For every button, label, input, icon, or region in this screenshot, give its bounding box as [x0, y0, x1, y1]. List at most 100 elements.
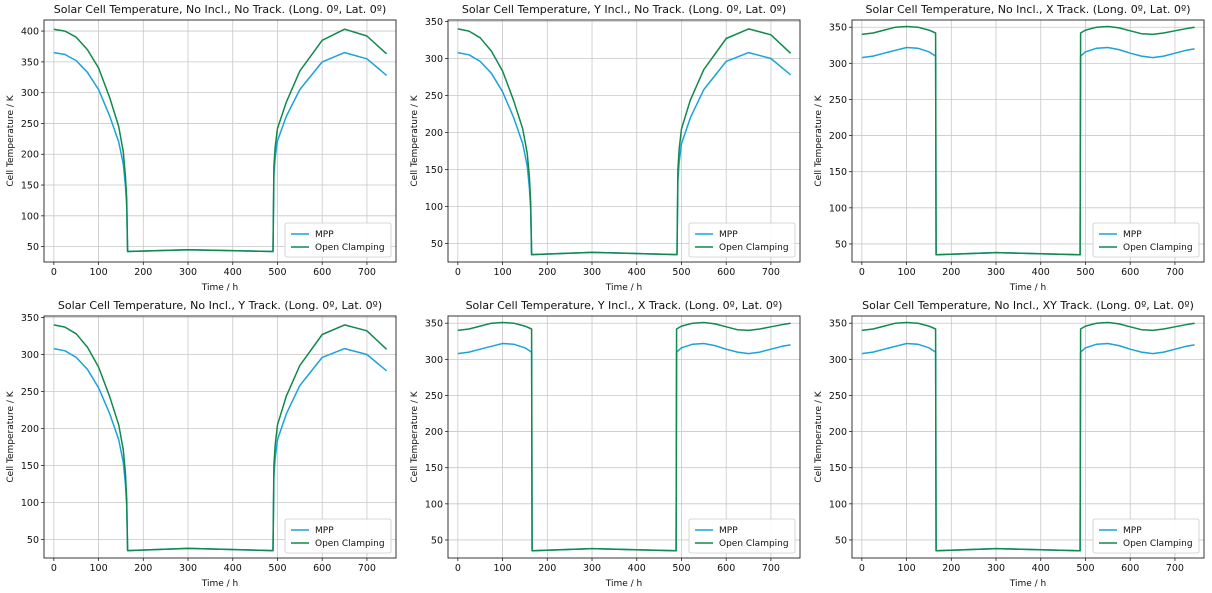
- y-tick-label: 250: [21, 119, 39, 130]
- x-tick-label: 500: [672, 563, 690, 574]
- x-tick-label: 0: [51, 267, 57, 278]
- y-tick-label: 100: [425, 499, 443, 510]
- legend-box: [688, 518, 796, 554]
- y-tick-label: 50: [835, 239, 847, 250]
- y-tick-label: 150: [21, 461, 39, 472]
- legend-box: [284, 518, 392, 554]
- y-tick-label: 200: [829, 131, 847, 142]
- x-tick-label: 600: [1121, 563, 1139, 574]
- x-tick-label: 200: [538, 267, 556, 278]
- chart-title: Solar Cell Temperature, No Incl., X Trac…: [865, 3, 1190, 16]
- series-line-open_clamping: [861, 25, 1195, 256]
- y-tick-label: 300: [829, 59, 847, 70]
- x-tick-label: 300: [583, 267, 601, 278]
- x-tick-label: 400: [628, 267, 646, 278]
- x-tick-label: 400: [224, 267, 242, 278]
- chart-svg: Solar Cell Temperature, No Incl., XY Tra…: [814, 299, 1205, 589]
- y-axis-label: Cell Temperature / K: [410, 94, 420, 186]
- axes-frame: [43, 19, 397, 263]
- y-tick-label: 50: [431, 535, 443, 546]
- y-tick-label: 150: [21, 181, 39, 192]
- y-axis-label: Cell Temperature / K: [814, 94, 824, 186]
- x-tick-label: 300: [583, 563, 601, 574]
- y-tick-label: 350: [425, 319, 443, 330]
- x-tick-label: 300: [987, 267, 1005, 278]
- y-tick-label: 300: [829, 355, 847, 366]
- chart-panel: Solar Cell Temperature, No Incl., X Trac…: [808, 0, 1212, 296]
- x-tick-label: 700: [762, 267, 780, 278]
- y-tick-label: 50: [27, 242, 39, 253]
- y-tick-label: 300: [21, 88, 39, 99]
- legend-label: Open Clamping: [719, 243, 789, 253]
- legend: MPP Open Clamping: [1092, 518, 1200, 554]
- y-tick-label: 350: [829, 319, 847, 330]
- x-tick-label: 700: [1166, 563, 1184, 574]
- x-axis-label: Time / h: [605, 283, 642, 293]
- x-tick-label: 500: [268, 563, 286, 574]
- x-tick-label: 400: [1032, 563, 1050, 574]
- y-axis-label: Cell Temperature / K: [410, 390, 420, 482]
- chart-panel: Solar Cell Temperature, Y Incl., X Track…: [404, 296, 808, 592]
- axes-frame: [447, 315, 801, 559]
- x-axis-label: Time / h: [201, 579, 238, 589]
- x-tick-label: 500: [1076, 563, 1094, 574]
- y-tick-label: 150: [829, 167, 847, 178]
- y-tick-label: 300: [425, 54, 443, 65]
- x-tick-label: 400: [224, 563, 242, 574]
- series-line-open_clamping: [53, 324, 388, 552]
- x-tick-label: 600: [717, 563, 735, 574]
- x-tick-label: 0: [859, 267, 865, 278]
- x-axis-label: Time / h: [605, 579, 642, 589]
- y-tick-label: 200: [829, 427, 847, 438]
- legend-label: Open Clamping: [1123, 539, 1193, 549]
- x-tick-label: 500: [672, 267, 690, 278]
- y-tick-label: 100: [21, 211, 39, 222]
- y-tick-label: 400: [21, 27, 39, 38]
- legend-label: MPP: [315, 230, 334, 240]
- x-tick-label: 100: [897, 563, 915, 574]
- y-tick-label: 100: [829, 203, 847, 214]
- chart-title: Solar Cell Temperature, No Incl., Y Trac…: [58, 299, 382, 312]
- x-axis-label: Time / h: [1009, 579, 1046, 589]
- x-tick-label: 0: [455, 267, 461, 278]
- y-tick-label: 200: [21, 150, 39, 161]
- y-tick-label: 150: [425, 165, 443, 176]
- x-tick-label: 200: [942, 563, 960, 574]
- y-tick-label: 350: [21, 313, 39, 324]
- legend: MPP Open Clamping: [688, 222, 796, 258]
- x-tick-label: 0: [51, 563, 57, 574]
- x-tick-label: 100: [897, 267, 915, 278]
- x-tick-label: 400: [628, 563, 646, 574]
- legend: MPP Open Clamping: [688, 518, 796, 554]
- x-tick-label: 100: [493, 563, 511, 574]
- y-tick-label: 100: [829, 499, 847, 510]
- y-tick-label: 300: [425, 355, 443, 366]
- y-axis-label: Cell Temperature / K: [814, 390, 824, 482]
- y-tick-label: 100: [425, 202, 443, 213]
- legend-label: MPP: [719, 526, 738, 536]
- chart-svg: Solar Cell Temperature, Y Incl., X Track…: [410, 299, 801, 589]
- legend-box: [1092, 222, 1200, 258]
- y-tick-label: 250: [829, 95, 847, 106]
- x-tick-label: 600: [717, 267, 735, 278]
- y-tick-label: 50: [835, 535, 847, 546]
- axes-frame: [43, 315, 397, 559]
- chart-svg: Solar Cell Temperature, No Incl., No Tra…: [6, 3, 397, 293]
- x-tick-label: 300: [179, 563, 197, 574]
- chart-title: Solar Cell Temperature, No Incl., XY Tra…: [862, 299, 1194, 312]
- legend-box: [284, 222, 392, 258]
- axes-frame: [851, 315, 1205, 559]
- legend: MPP Open Clamping: [284, 518, 392, 554]
- chart-panel: Solar Cell Temperature, No Incl., No Tra…: [0, 0, 404, 296]
- legend: MPP Open Clamping: [1092, 222, 1200, 258]
- series-line-open_clamping: [53, 28, 388, 253]
- x-tick-label: 400: [1032, 267, 1050, 278]
- x-tick-label: 200: [134, 563, 152, 574]
- x-tick-label: 100: [89, 267, 107, 278]
- chart-panel: Solar Cell Temperature, No Incl., Y Trac…: [0, 296, 404, 592]
- series-line-open_clamping: [861, 321, 1195, 552]
- chart-title: Solar Cell Temperature, No Incl., No Tra…: [54, 3, 386, 16]
- y-axis-label: Cell Temperature / K: [6, 94, 16, 186]
- x-tick-label: 600: [1121, 267, 1139, 278]
